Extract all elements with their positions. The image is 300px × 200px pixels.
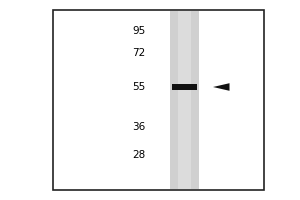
Text: 28: 28 xyxy=(132,150,146,160)
Bar xyxy=(178,11,191,189)
Bar xyxy=(170,11,199,189)
Text: 55: 55 xyxy=(132,82,146,92)
Bar xyxy=(172,84,197,90)
Text: 95: 95 xyxy=(132,26,146,36)
Polygon shape xyxy=(213,83,230,91)
Bar xyxy=(52,10,264,190)
Text: 72: 72 xyxy=(132,48,146,58)
Text: 36: 36 xyxy=(132,122,146,132)
